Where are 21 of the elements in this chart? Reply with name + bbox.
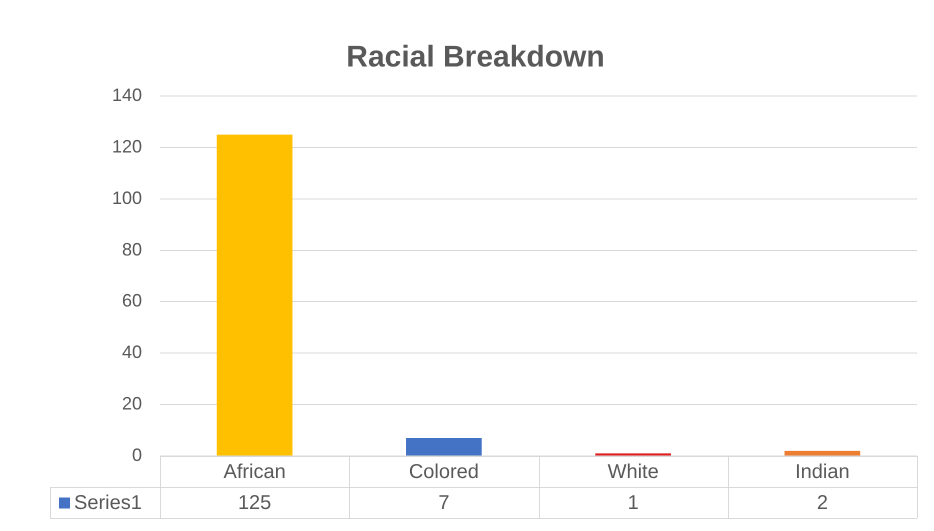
data-label: 2 [816,492,828,514]
y-tick-label: 100 [112,188,142,208]
data-label: 125 [238,492,272,514]
data-label: 1 [628,492,639,514]
x-tick-label: Colored [408,461,479,484]
legend-label: Series1 [74,492,142,514]
bar [406,438,482,456]
x-tick-label: White [608,461,659,484]
x-tick-label: Indian [795,461,850,484]
x-tick-label: African [224,461,286,484]
bar [784,450,860,456]
y-tick-label: 20 [122,394,142,414]
data-label: 7 [438,492,450,514]
y-tick-label: 120 [112,136,142,156]
y-tick-label: 80 [122,239,142,260]
y-tick-label: 60 [122,290,142,311]
chart-title: Racial Breakdown [346,40,605,74]
y-tick-label: 0 [132,444,142,465]
y-tick-label: 140 [112,84,142,105]
bar [216,134,292,456]
y-tick-label: 40 [122,342,142,362]
